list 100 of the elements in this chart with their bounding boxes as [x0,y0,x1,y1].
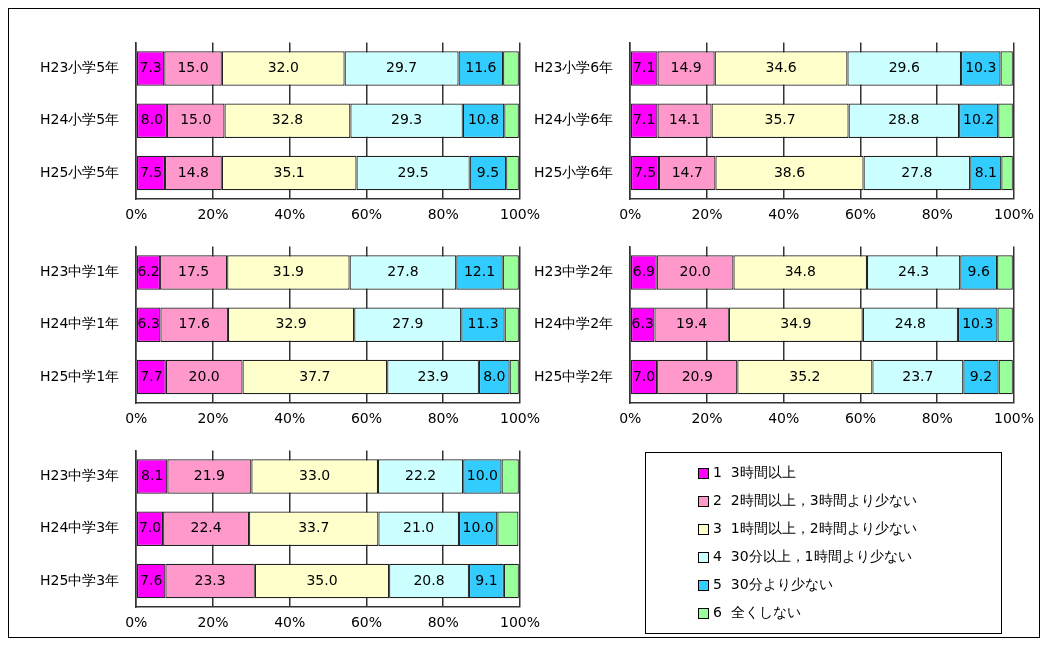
data-label: 24.8 [894,315,926,332]
data-label: 33.7 [298,519,330,536]
data-label: 7.1 [633,111,656,128]
data-label: 14.9 [670,59,702,76]
x-tick-label: 40% [768,206,800,223]
data-label: 15.0 [180,111,212,128]
data-label: 27.8 [387,263,419,280]
y-tick-label: H25小学6年 [534,163,614,180]
y-tick-label: H24中学3年 [40,519,120,536]
data-label: 9.1 [475,571,498,588]
data-label: 10.3 [962,315,994,332]
data-label: 7.6 [140,571,163,588]
data-label: 23.7 [902,367,934,384]
legend-label: 2 2時間以上，3時間より少ない [713,492,917,510]
y-tick-label: H23中学3年 [40,467,120,484]
x-tick-label: 20% [691,206,723,223]
data-label: 22.4 [190,519,222,536]
data-label: 29.7 [386,59,418,76]
data-label: 20.8 [413,571,445,588]
data-label: 14.1 [668,111,701,128]
data-label: 8.0 [140,111,164,128]
data-label: 7.3 [139,59,162,76]
x-tick-label: 60% [350,614,383,631]
x-tick-label: 100% [499,206,540,223]
y-tick-label: H23中学2年 [534,263,614,280]
data-label: 7.1 [633,59,656,76]
data-label: 29.6 [888,59,920,76]
data-label: 33.0 [299,467,331,484]
data-label: 34.9 [780,315,812,332]
y-tick-label: H24小学5年 [40,111,120,128]
data-label: 9.6 [967,263,990,280]
x-tick-label: 100% [499,410,540,427]
data-label: 32.0 [267,59,299,76]
data-label: 20.0 [679,263,711,280]
x-tick-label: 20% [691,410,723,427]
x-tick-label: 100% [993,410,1034,427]
data-label: 35.2 [789,367,821,384]
x-tick-label: 80% [427,410,459,427]
x-tick-label: 40% [768,410,800,427]
data-label: 34.6 [765,59,797,76]
data-label: 21.0 [403,519,435,536]
y-tick-label: H23小学6年 [534,59,614,76]
data-label: 22.2 [405,467,437,484]
y-tick-label: H23小学5年 [40,59,120,76]
x-tick-label: 0% [619,206,642,223]
data-label: 32.8 [271,111,304,128]
data-label: 6.2 [137,263,160,280]
data-label: 11.3 [467,315,499,332]
data-label: 14.8 [177,163,210,180]
data-label: 7.5 [139,163,163,180]
x-tick-label: 80% [921,410,953,427]
data-label: 32.9 [275,315,307,332]
data-label: 34.8 [784,263,816,280]
x-tick-label: 40% [274,410,306,427]
data-label: 6.9 [632,263,655,280]
data-label: 19.4 [676,315,708,332]
legend-label: 3 1時間以上，2時間より少ない [713,520,917,538]
y-tick-label: H25中学3年 [40,571,120,588]
data-label: 7.7 [140,367,163,384]
x-tick-label: 60% [350,206,383,223]
data-label: 20.0 [188,367,220,384]
data-label: 15.0 [177,59,209,76]
x-tick-label: 80% [921,206,953,223]
data-label: 21.9 [193,467,225,484]
data-label: 10.2 [963,111,995,128]
data-label: 10.0 [466,467,498,484]
data-label: 23.3 [194,571,226,588]
x-tick-label: 60% [844,206,877,223]
data-label: 27.8 [901,163,933,180]
data-label: 10.0 [462,519,494,536]
data-label: 20.9 [681,367,713,384]
data-label: 38.6 [773,163,806,180]
data-label: 29.3 [391,111,423,128]
data-label: 12.1 [463,263,496,280]
x-tick-label: 80% [427,206,459,223]
x-tick-label: 100% [993,206,1034,223]
y-tick-label: H23中学1年 [40,263,120,280]
y-tick-label: H24中学2年 [534,315,614,332]
data-label: 11.6 [465,59,497,76]
data-label: 29.5 [397,163,429,180]
x-tick-label: 0% [125,614,148,631]
data-label: 24.3 [898,263,930,280]
data-label: 7.0 [632,367,656,384]
x-tick-label: 40% [274,614,306,631]
data-label: 6.3 [631,315,654,332]
data-label: 35.1 [273,163,305,180]
data-label: 8.0 [483,367,506,384]
data-label: 10.8 [467,111,500,128]
x-tick-label: 20% [197,614,229,631]
legend-label: 4 30分以上，1時間より少ない [713,548,912,566]
x-tick-label: 20% [197,410,229,427]
x-tick-label: 80% [427,614,459,631]
data-label: 7.5 [633,163,657,180]
data-label: 6.3 [137,315,160,332]
x-tick-label: 0% [125,206,148,223]
data-label: 9.2 [969,367,993,384]
x-tick-label: 40% [274,206,306,223]
x-tick-label: 100% [499,614,540,631]
y-tick-label: H25中学1年 [40,367,120,384]
data-label: 9.5 [476,163,500,180]
